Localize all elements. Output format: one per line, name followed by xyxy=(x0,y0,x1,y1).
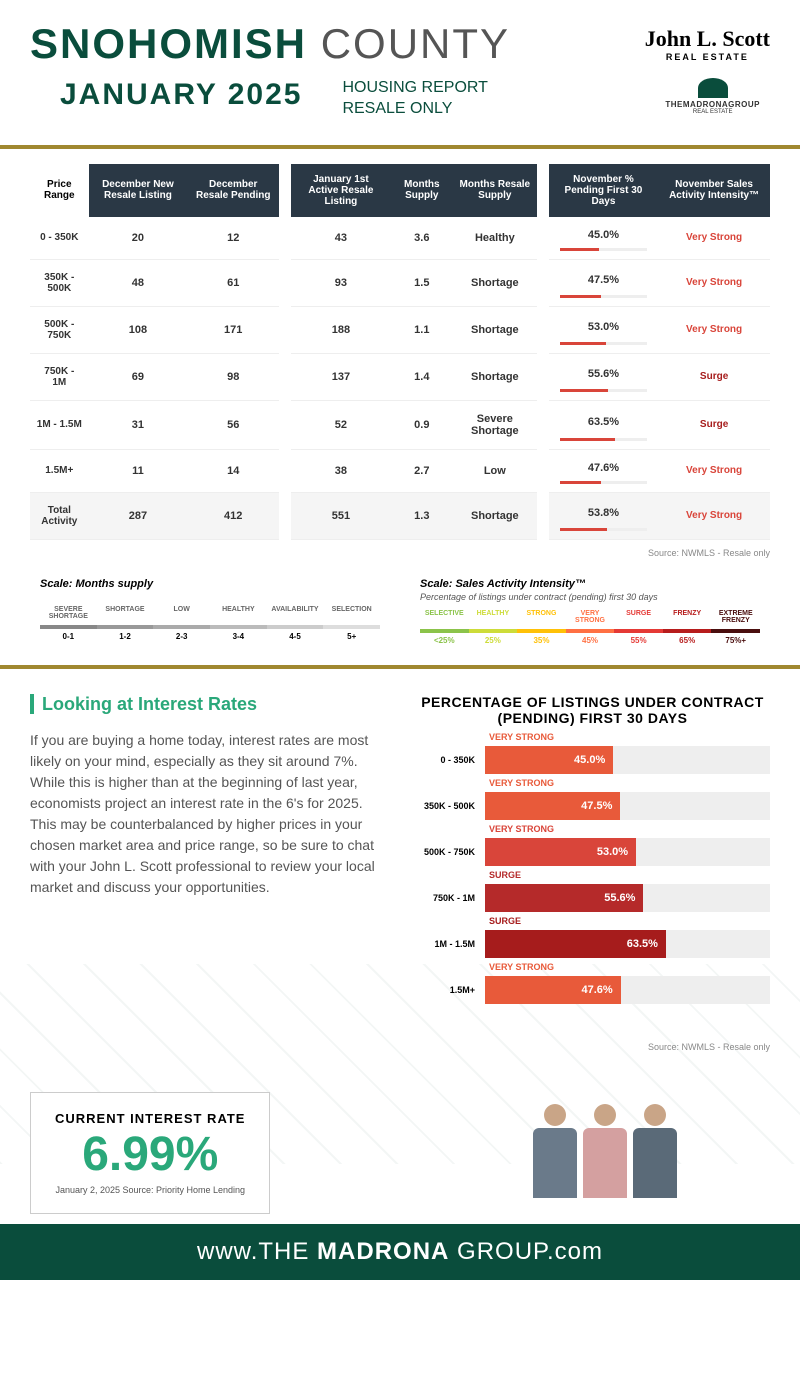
table-header: Months Supply xyxy=(391,164,453,217)
logo-john-l-scott: John L. Scott REAL ESTATE xyxy=(645,26,770,62)
scale-sales-intensity: Scale: Sales Activity Intensity™ Percent… xyxy=(420,578,760,645)
interest-rate-value: 6.99% xyxy=(55,1131,245,1179)
table-header: December New Resale Listing xyxy=(89,164,188,217)
table-row: 750K - 1M69981371.4Shortage55.6%Surge xyxy=(30,354,770,401)
table-header: November % Pending First 30 Days xyxy=(549,164,658,217)
table-row: 500K - 750K1081711881.1Shortage53.0%Very… xyxy=(30,307,770,354)
interest-rate-box: CURRENT INTEREST RATE 6.99% January 2, 2… xyxy=(30,1092,270,1214)
scale-months-supply: Scale: Months supply SEVERE SHORTAGESHOR… xyxy=(40,578,380,645)
table-header: Price Range xyxy=(30,164,89,217)
scales-legend: Scale: Months supply SEVERE SHORTAGESHOR… xyxy=(0,578,800,665)
report-date: JANUARY 2025 xyxy=(60,78,302,112)
header: SNOHOMISH COUNTY John L. Scott REAL ESTA… xyxy=(0,0,800,130)
table-header: December Resale Pending xyxy=(187,164,279,217)
bar-chart-title: PERCENTAGE OF LISTINGS UNDER CONTRACT (P… xyxy=(415,694,770,726)
table-row: 350K - 500K4861931.5Shortage47.5%Very St… xyxy=(30,260,770,307)
divider xyxy=(0,145,800,149)
section-heading: Looking at Interest Rates xyxy=(30,694,385,715)
pending-pct-bar-chart: 0 - 350KVERY STRONG45.0%350K - 500KVERY … xyxy=(415,746,770,1004)
table-row: 0 - 350K2012433.6Healthy45.0%Very Strong xyxy=(30,217,770,260)
title-light: COUNTY xyxy=(321,20,510,67)
page-title: SNOHOMISH COUNTY xyxy=(30,20,510,68)
table-row: 1.5M+1114382.7Low47.6%Very Strong xyxy=(30,450,770,493)
table-header: January 1st Active Resale Listing xyxy=(291,164,390,217)
table-header: Months Resale Supply xyxy=(453,164,537,217)
report-type: HOUSING REPORT RESALE ONLY xyxy=(342,78,488,120)
interest-body-text: If you are buying a home today, interest… xyxy=(30,730,385,898)
chart-source: Source: NWMLS - Resale only xyxy=(415,1022,770,1052)
logo-madrona-group: THEMADRONAGROUP REAL ESTATE xyxy=(665,78,760,115)
table-row: Total Activity2874125511.3Shortage53.8%V… xyxy=(30,493,770,540)
title-bold: SNOHOMISH xyxy=(30,20,307,67)
people-photo xyxy=(530,1104,680,1224)
table-source: Source: NWMLS - Resale only xyxy=(0,540,800,578)
housing-data-table: Price RangeDecember New Resale ListingDe… xyxy=(30,164,770,540)
table-row: 1M - 1.5M3156520.9Severe Shortage63.5%Su… xyxy=(30,401,770,450)
table-header: November Sales Activity Intensity™ xyxy=(658,164,770,217)
footer-url: www.THE MADRONA GROUP.com xyxy=(0,1224,800,1280)
tree-icon xyxy=(698,78,728,98)
